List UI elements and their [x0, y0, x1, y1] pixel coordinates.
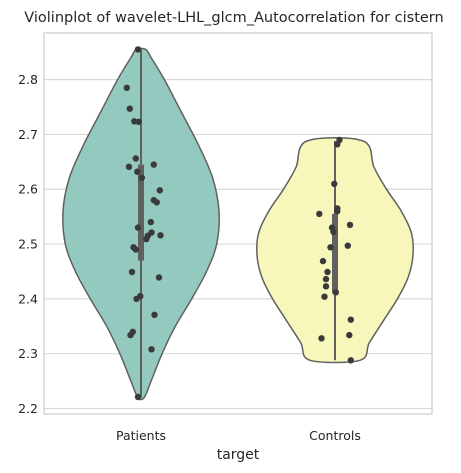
data-point	[346, 221, 354, 229]
data-point	[128, 268, 136, 276]
x-tick-label: Patients	[116, 428, 166, 443]
violins	[62, 46, 414, 401]
data-point	[150, 161, 157, 168]
y-tick-label: 2.7	[18, 127, 38, 142]
data-point	[138, 174, 145, 181]
data-point	[134, 168, 141, 175]
x-tick-label: Controls	[309, 428, 361, 443]
data-point	[332, 289, 339, 296]
data-point	[125, 163, 133, 170]
data-point	[347, 316, 354, 323]
data-point	[134, 224, 142, 231]
data-point	[322, 283, 330, 290]
y-tick-label: 2.3	[18, 346, 38, 361]
data-point	[134, 46, 142, 53]
y-axis-ticks: 2.2 2.3 2.4 2.5 2.6 2.7 2.8	[18, 72, 38, 416]
data-point	[156, 187, 163, 194]
chart-title: Violinplot of wavelet-LHL_glcm_Autocorre…	[24, 10, 443, 26]
data-point	[143, 235, 150, 243]
data-point	[157, 232, 164, 239]
violin-controls	[256, 136, 414, 364]
data-point	[316, 210, 323, 218]
data-point	[134, 393, 142, 401]
data-point	[126, 105, 133, 112]
data-point	[346, 331, 353, 339]
data-point	[327, 244, 334, 251]
y-tick-label: 2.6	[18, 182, 38, 197]
data-point	[135, 118, 142, 126]
data-point	[318, 335, 325, 342]
y-tick-label: 2.5	[18, 237, 38, 252]
violin-patients	[62, 46, 220, 401]
y-tick-label: 2.2	[18, 401, 38, 416]
data-point	[334, 208, 341, 215]
data-point	[322, 275, 330, 283]
data-point	[151, 311, 158, 318]
data-point	[334, 141, 341, 148]
data-point	[123, 84, 130, 92]
y-tick-label: 2.4	[18, 291, 38, 306]
y-tick-label: 2.8	[18, 72, 38, 87]
data-point	[319, 257, 327, 265]
data-point	[132, 155, 139, 162]
data-point	[330, 228, 337, 236]
data-point	[344, 242, 351, 249]
data-point	[321, 293, 328, 300]
data-point	[155, 274, 163, 281]
data-point	[148, 346, 155, 353]
data-point	[331, 180, 338, 187]
data-point	[153, 199, 160, 206]
data-point	[347, 357, 354, 364]
plot-frame	[43, 32, 433, 415]
data-point	[127, 331, 134, 339]
data-point	[324, 268, 331, 276]
data-point	[133, 295, 140, 303]
data-point	[132, 246, 139, 253]
data-point	[147, 218, 154, 226]
x-axis-ticks: Patients Controls	[116, 428, 361, 443]
x-axis-label: target	[217, 447, 260, 463]
